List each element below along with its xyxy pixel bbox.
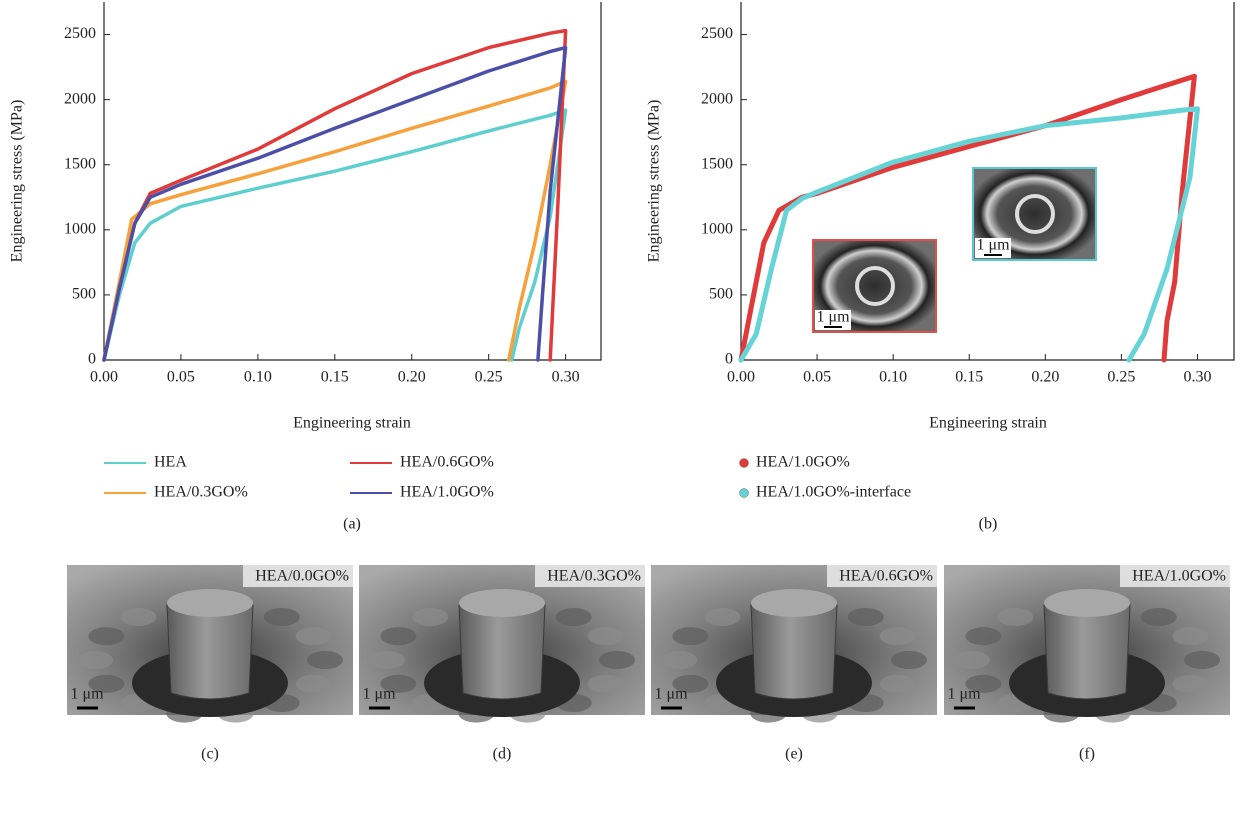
series-line	[104, 110, 566, 360]
sem-grain	[880, 627, 916, 645]
image-label: HEA/0.3GO%	[547, 568, 641, 585]
y-tick-label: 0	[725, 351, 733, 368]
sem-grain	[1184, 651, 1220, 669]
sem-pillar-top	[751, 589, 837, 617]
sem-grain	[296, 627, 332, 645]
panel-label: (d)	[493, 746, 512, 763]
x-tick-label: 0.20	[1031, 369, 1059, 386]
scale-label: 1 μm	[976, 237, 1010, 254]
sem-grain	[1141, 608, 1177, 626]
legend-label: HEA/1.0GO%-interface	[756, 484, 911, 501]
sem-grain	[891, 651, 927, 669]
sem-image: HEA/0.0GO% 1 μm	[67, 565, 353, 723]
y-axis-title: Engineering stress (MPa)	[646, 100, 663, 263]
image-label: HEA/0.6GO%	[839, 568, 933, 585]
series-line	[104, 48, 566, 360]
panel-label: (a)	[343, 516, 361, 533]
y-axis-title: Engineering stress (MPa)	[9, 100, 26, 263]
y-tick-label: 2000	[701, 90, 733, 107]
x-tick-label: 0.25	[475, 369, 503, 386]
sem-grain	[588, 675, 624, 693]
scale-label: 1 μm	[70, 686, 104, 703]
sem-grain	[599, 651, 635, 669]
sem-grain	[412, 608, 448, 626]
x-tick-label: 0.15	[321, 369, 349, 386]
sem-image: HEA/1.0GO% 1 μm	[944, 565, 1230, 723]
sem-grain	[1173, 627, 1209, 645]
x-tick-label: 0.00	[727, 369, 755, 386]
legend-swatch	[740, 489, 749, 498]
scale-label: 1 μm	[362, 686, 396, 703]
sem-image: HEA/0.3GO% 1 μm	[359, 565, 645, 723]
x-tick-label: 0.20	[398, 369, 426, 386]
scale-label: 1 μm	[947, 686, 981, 703]
panel-label: (c)	[201, 746, 219, 763]
y-tick-label: 500	[72, 286, 96, 303]
x-tick-label: 0.30	[1183, 369, 1211, 386]
sem-pillar-top	[459, 589, 545, 617]
y-tick-label: 2000	[64, 90, 96, 107]
image-label: HEA/0.0GO%	[255, 568, 349, 585]
sem-grain	[588, 627, 624, 645]
x-tick-label: 0.15	[955, 369, 983, 386]
x-tick-label: 0.05	[167, 369, 195, 386]
x-tick-label: 0.10	[879, 369, 907, 386]
x-tick-label: 0.00	[90, 369, 118, 386]
x-tick-label: 0.10	[244, 369, 272, 386]
inset: 1 μm	[973, 168, 1096, 260]
sem-grain	[307, 651, 343, 669]
legend-label: HEA	[154, 454, 187, 471]
y-tick-label: 2500	[64, 25, 96, 42]
figure: 0.00 0.05 0.10 0.15 0.20 0.25 0.30 0 500 1000 1500…	[0, 0, 1249, 829]
sem-grain	[880, 675, 916, 693]
scale-label: 1 μm	[816, 309, 850, 326]
y-tick-label: 500	[709, 286, 733, 303]
legend-label: HEA/0.3GO%	[154, 484, 248, 501]
y-tick-label: 1500	[701, 155, 733, 172]
panel-label: (e)	[785, 746, 803, 763]
image-label: HEA/1.0GO%	[1132, 568, 1226, 585]
legend-label: HEA/1.0GO%	[756, 454, 850, 471]
sem-grain	[965, 627, 1001, 645]
sem-image: HEA/0.6GO% 1 μm	[651, 565, 937, 723]
sem-grain	[88, 627, 124, 645]
series-line	[104, 81, 566, 360]
sem-grain	[264, 608, 300, 626]
sem-grain	[296, 675, 332, 693]
sem-grain	[704, 608, 740, 626]
sem-pillar-top	[167, 589, 253, 617]
sem-grain	[120, 608, 156, 626]
sem-grain	[380, 627, 416, 645]
sem-grain	[556, 608, 592, 626]
scale-label: 1 μm	[654, 686, 688, 703]
sem-grain	[997, 608, 1033, 626]
sem-grain	[848, 608, 884, 626]
y-tick-label: 2500	[701, 25, 733, 42]
sem-pillar-top	[1044, 589, 1130, 617]
y-tick-label: 0	[88, 351, 96, 368]
panel-label: (b)	[979, 516, 998, 533]
legend-label: HEA/1.0GO%	[400, 484, 494, 501]
y-tick-label: 1000	[701, 220, 733, 237]
x-tick-label: 0.30	[552, 369, 580, 386]
legend-swatch	[740, 459, 749, 468]
sem-grain	[1173, 675, 1209, 693]
sem-grain	[672, 627, 708, 645]
sem-grain	[954, 651, 990, 669]
sem-grain	[77, 651, 113, 669]
x-axis-title: Engineering strain	[293, 415, 411, 432]
y-tick-label: 1000	[64, 220, 96, 237]
y-tick-label: 1500	[64, 155, 96, 172]
x-tick-label: 0.25	[1107, 369, 1135, 386]
x-tick-label: 0.05	[803, 369, 831, 386]
sem-grain	[369, 651, 405, 669]
inset: 1 μm	[813, 240, 936, 332]
sem-grain	[661, 651, 697, 669]
legend-label: HEA/0.6GO%	[400, 454, 494, 471]
x-axis-title: Engineering strain	[929, 415, 1047, 432]
panel-label: (f)	[1079, 746, 1095, 763]
